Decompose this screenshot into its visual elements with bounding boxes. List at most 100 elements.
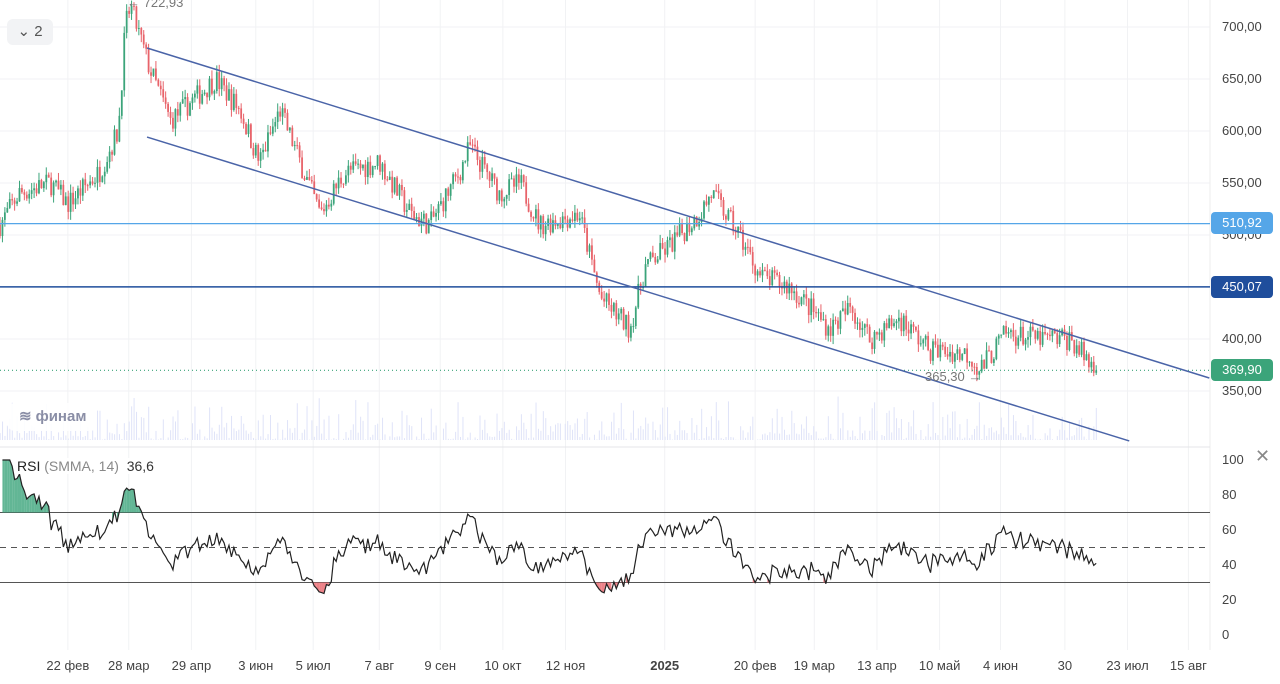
rsi-extreme-fill (4, 460, 8, 513)
candle-body (591, 245, 593, 260)
candle-body (211, 78, 213, 94)
volume-bar (333, 438, 335, 440)
candle-body (634, 307, 637, 327)
candle-body (649, 252, 652, 259)
volume-bar (550, 426, 552, 440)
volume-bar (966, 418, 968, 440)
candle-body (910, 324, 912, 334)
candle-body (196, 85, 199, 94)
candle-body (60, 184, 62, 190)
volume-bar (523, 422, 525, 440)
candle-body (459, 176, 462, 181)
candle-body (264, 149, 267, 152)
candle-body (345, 175, 347, 184)
rsi-extreme-fill (601, 582, 605, 593)
volume-bar (209, 407, 211, 440)
candle-body (33, 188, 36, 191)
volume-bar (696, 424, 698, 440)
volume-bar (245, 430, 247, 440)
volume-bar (808, 432, 810, 440)
candle-body (525, 182, 528, 204)
candle-body (873, 331, 876, 349)
candle-body (376, 155, 379, 166)
candle-body (737, 226, 740, 233)
candle-body (0, 224, 1, 237)
candle-body (556, 223, 559, 226)
time-tick-label: 2025 (650, 658, 680, 673)
volume-bar (60, 437, 62, 440)
candle-body (396, 177, 398, 196)
candle-body (1005, 325, 1007, 334)
candle-body (966, 348, 968, 363)
candle-body (381, 163, 384, 172)
volume-bar (301, 432, 303, 440)
price-tick-label: 600,00 (1222, 123, 1262, 138)
candle-body (342, 183, 345, 185)
volume-bar (362, 420, 364, 440)
candle-body (230, 89, 233, 110)
candle-body (849, 303, 852, 307)
volume-bar (1027, 425, 1029, 440)
candle-body (939, 344, 942, 358)
collapse-indicators-button[interactable]: ⌄ 2 (7, 19, 53, 45)
candle-body (793, 291, 796, 294)
time-tick-label: 12 ноя (545, 658, 586, 673)
volume-bar (801, 424, 803, 440)
candle-body (815, 312, 817, 314)
high-annotation: ← 722,93 (127, 0, 184, 10)
volume-bar (625, 438, 627, 440)
volume-bar (138, 437, 140, 440)
candle-body (69, 192, 72, 212)
candle-body (286, 112, 289, 131)
candle-body (554, 220, 557, 226)
candle-body (1024, 339, 1027, 345)
level-tag-450: 450,07 (1211, 276, 1273, 298)
volume-bar (343, 438, 345, 440)
volume-bar (791, 410, 793, 440)
candle-body (693, 216, 696, 229)
candle-body (405, 210, 408, 212)
volume-bar (304, 429, 306, 440)
volume-bar (421, 417, 423, 440)
volume-bar (927, 424, 929, 440)
candle-body (208, 78, 211, 98)
volume-bar (749, 426, 751, 440)
rsi-line (2, 459, 1097, 595)
volume-bar (447, 438, 449, 440)
candle-body (573, 212, 576, 221)
volume-bar (360, 416, 362, 440)
volume-bar (58, 432, 60, 440)
volume-bar (1051, 439, 1053, 440)
volume-bar (126, 431, 128, 440)
time-tick-label: 29 апр (171, 658, 212, 673)
volume-bar (659, 424, 661, 440)
candle-body (28, 193, 31, 199)
volume-bar (218, 424, 220, 440)
candle-body (520, 175, 523, 183)
candle-body (927, 335, 930, 351)
candle-body (729, 210, 732, 212)
candle-body (432, 211, 435, 217)
volume-bar (932, 402, 934, 440)
candle-body (1034, 330, 1037, 339)
candle-body (128, 10, 131, 14)
volume-bar (199, 429, 201, 440)
candle-body (430, 211, 433, 221)
volume-bar (662, 407, 664, 440)
candle-body (885, 323, 888, 329)
volume-bar (357, 432, 359, 440)
candle-body (837, 320, 839, 329)
candle-body (410, 203, 413, 211)
volume-bar (28, 430, 30, 440)
candle-body (817, 312, 820, 314)
candle-body (856, 322, 859, 324)
volume-bar (87, 426, 89, 440)
volume-bar (26, 433, 28, 440)
rsi-extreme-fill (24, 491, 27, 513)
candle-body (968, 361, 971, 363)
volume-bar (36, 434, 38, 440)
close-icon[interactable]: ✕ (1255, 446, 1271, 466)
candle-body (666, 240, 669, 255)
volume-bar (133, 397, 135, 440)
